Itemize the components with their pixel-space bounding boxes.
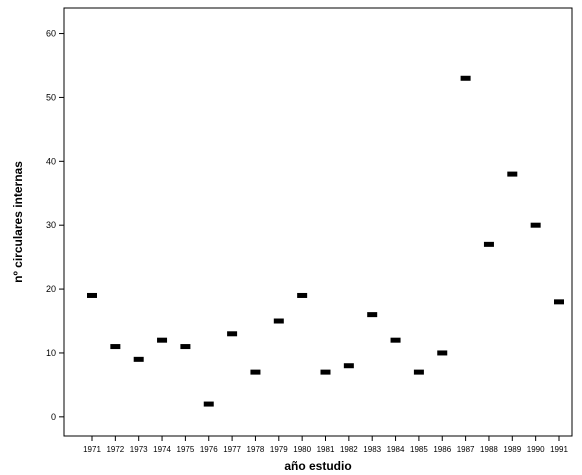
data-point-1981: [320, 369, 331, 375]
x-tick-label: 1989: [503, 445, 521, 454]
data-point-1974: [157, 337, 168, 343]
data-point-1973: [133, 356, 144, 362]
y-tick-label: 60: [46, 29, 56, 39]
x-tick-label: 1983: [363, 445, 381, 454]
x-tick-label: 1971: [83, 445, 101, 454]
x-tick-label: 1978: [247, 445, 265, 454]
data-point-1975: [180, 344, 191, 350]
x-tick-label: 1976: [200, 445, 218, 454]
x-tick-label: 1981: [317, 445, 335, 454]
data-point-1991: [554, 299, 564, 305]
data-point-1976: [203, 401, 214, 407]
data-point-1978: [250, 369, 261, 375]
data-point-1984: [390, 337, 401, 343]
x-tick-label: 1972: [106, 445, 124, 454]
x-axis: 1971 1972 1973 1974 1975 1976 1977 1978 1979 1980…: [83, 436, 568, 454]
data-point-1977: [227, 331, 238, 337]
data-point-1980: [297, 292, 308, 298]
x-tick-label: 1973: [130, 445, 148, 454]
data-point-1972: [110, 344, 121, 350]
y-tick-label: 50: [46, 92, 56, 102]
x-tick-label: 1987: [457, 445, 475, 454]
data-point-1986: [437, 350, 448, 356]
y-tick-label: 40: [46, 156, 56, 166]
x-tick-label: 1986: [433, 445, 451, 454]
data-point-1989: [507, 171, 518, 177]
x-tick-label: 1982: [340, 445, 358, 454]
data-point-1990: [530, 222, 541, 228]
x-tick-label: 1988: [480, 445, 498, 454]
y-tick-label: 20: [46, 284, 56, 294]
y-tick-label: 30: [46, 220, 56, 230]
x-axis-label: año estudio: [284, 459, 351, 473]
x-tick-label: 1990: [527, 445, 545, 454]
x-tick-label: 1984: [387, 445, 405, 454]
x-tick-label: 1979: [270, 445, 288, 454]
x-tick-label: 1980: [293, 445, 311, 454]
data-point-1979: [273, 318, 284, 324]
x-tick-label: 1977: [223, 445, 241, 454]
y-tick-label: 0: [51, 412, 56, 422]
x-tick-label: 1985: [410, 445, 428, 454]
plot-frame: [63, 7, 573, 437]
plot-area: [63, 7, 573, 437]
data-point-1987: [460, 75, 471, 81]
data-point-1988: [483, 241, 494, 247]
y-tick-label: 10: [46, 348, 56, 358]
x-tick-label: 1974: [153, 445, 171, 454]
x-tick-label: 1975: [177, 445, 195, 454]
data-point-1982: [343, 363, 354, 369]
data-point-1983: [367, 312, 378, 318]
y-axis-label: nº circulares internas: [11, 161, 25, 283]
data-point-1985: [413, 369, 424, 375]
x-tick-label: 1991: [550, 445, 568, 454]
data-point-1971: [87, 292, 97, 298]
y-axis: 0 10 20 30 40 50 60: [46, 29, 64, 422]
data-marks: [87, 75, 564, 407]
